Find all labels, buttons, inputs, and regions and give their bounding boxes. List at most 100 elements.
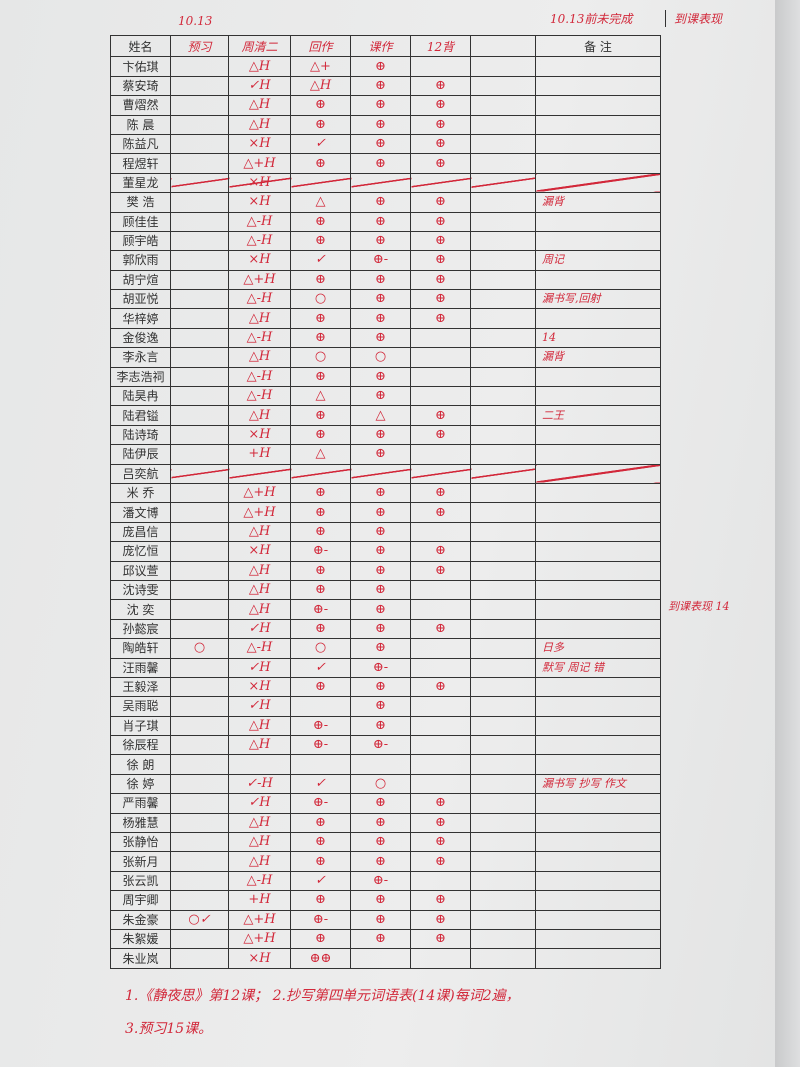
table-row: 张静怡 △H ⊕ ⊕ ⊕ <box>110 832 661 853</box>
review-mark: ✓ <box>290 773 351 795</box>
table-row: 徐 朗 <box>110 754 661 775</box>
preview-mark <box>170 541 229 562</box>
blank-cell <box>470 715 536 737</box>
remark <box>535 521 661 543</box>
classwork-mark: ⊕ <box>350 153 411 174</box>
blank-cell <box>470 657 536 678</box>
preview-mark <box>170 890 229 911</box>
blank-cell <box>470 114 536 135</box>
blank-cell <box>470 211 536 232</box>
weekly-mark: ✓H <box>228 696 291 717</box>
date-note: 10.13 <box>178 14 213 28</box>
student-name: 汪雨馨 <box>110 657 171 678</box>
classwork-mark: ⊕ <box>350 541 411 562</box>
paper-edge <box>775 0 800 1067</box>
table-row: 陆诗琦 ×H ⊕ ⊕ ⊕ <box>110 424 661 446</box>
remark <box>535 444 661 465</box>
recite-mark <box>410 735 471 756</box>
preview-mark <box>170 172 229 194</box>
blank-cell <box>470 366 536 388</box>
classwork-mark: ⊕ <box>350 715 411 737</box>
blank-cell <box>470 289 536 310</box>
review-mark <box>290 463 351 484</box>
blank-cell <box>470 192 536 213</box>
weekly-mark: △H <box>228 560 291 581</box>
review-mark: ⊕ <box>290 890 351 911</box>
weekly-mark: △-H <box>228 386 291 407</box>
student-name: 孙懿宸 <box>110 618 171 640</box>
review-mark: ⊕ <box>290 211 351 232</box>
blank-cell <box>470 482 536 504</box>
header-row: 姓名 预习 周清二 回作 课作 12背 备 注 <box>110 34 661 58</box>
preview-mark <box>170 444 229 465</box>
blank-cell <box>470 599 536 620</box>
remark: 14 <box>535 327 661 349</box>
review-mark: ✓ <box>290 657 351 678</box>
review-mark: ⊕ <box>290 308 351 329</box>
recite-mark: ⊕ <box>410 482 471 504</box>
blank-cell <box>470 754 536 775</box>
classwork-mark: ⊕ <box>350 676 411 698</box>
preview-mark <box>170 463 229 484</box>
preview-mark <box>170 948 229 969</box>
student-name: 张云凯 <box>110 870 171 892</box>
remark <box>535 482 661 504</box>
student-name: 华梓婷 <box>110 308 171 329</box>
remark <box>535 153 661 174</box>
weekly-mark: △H <box>228 405 291 426</box>
blank-cell <box>470 541 536 562</box>
blank-cell <box>470 230 536 252</box>
preview-mark <box>170 250 229 271</box>
blank-cell <box>470 560 536 581</box>
remark <box>535 269 661 291</box>
blank-cell <box>470 676 536 698</box>
preview-mark <box>170 754 229 775</box>
blank-cell <box>470 250 536 271</box>
blank-cell <box>470 773 536 795</box>
review-mark: ⊕⊕ <box>290 948 351 969</box>
recite-mark <box>410 347 471 368</box>
classwork-mark <box>350 754 411 775</box>
student-name: 樊 浩 <box>110 192 171 213</box>
remark <box>535 211 661 232</box>
classwork-mark: ⊕ <box>350 560 411 581</box>
review-mark: △ <box>290 386 351 407</box>
table-row: 陈益凡 ×H ✓ ⊕ ⊕ <box>110 133 661 155</box>
blank-cell <box>470 909 536 930</box>
student-name: 顾佳佳 <box>110 211 171 232</box>
preview-mark <box>170 405 229 426</box>
student-name: 陆昊冉 <box>110 386 171 407</box>
remark: 日多 <box>535 638 661 659</box>
remark <box>535 890 661 911</box>
recite-mark <box>410 599 471 620</box>
student-name: 张新月 <box>110 851 171 872</box>
recite-mark: ⊕ <box>410 308 471 329</box>
blank-cell <box>470 812 536 834</box>
student-name: 吕奕航 <box>110 463 171 484</box>
review-mark: ✓ <box>290 250 351 271</box>
classwork-mark: ⊕ <box>350 444 411 465</box>
table-row: 沈诗雯 △H ⊕ ⊕ <box>110 579 661 601</box>
remark <box>535 735 661 756</box>
weekly-mark: △+H <box>228 909 291 930</box>
classwork-mark: ⊕ <box>350 56 411 77</box>
remark <box>535 599 661 620</box>
footer-line-1: 1.《静夜思》第12课； 2.抄写第四单元词语表(14课)每词2遍， <box>125 988 520 1004</box>
preview-mark <box>170 366 229 388</box>
student-name: 陆君镒 <box>110 405 171 426</box>
blank-cell <box>470 153 536 174</box>
review-mark: ✓ <box>290 133 351 155</box>
classwork-mark: ⊕ <box>350 327 411 349</box>
student-name: 曹熠然 <box>110 95 171 116</box>
classwork-mark: ⊕- <box>350 657 411 678</box>
classwork-mark: ⊕ <box>350 638 411 659</box>
classwork-mark: ⊕ <box>350 832 411 853</box>
student-name: 郭欣雨 <box>110 250 171 271</box>
table-row: 徐辰程 △H ⊕- ⊕- <box>110 735 661 756</box>
classwork-mark: ⊕ <box>350 909 411 930</box>
blank-cell <box>470 56 536 77</box>
review-mark: ⊕ <box>290 812 351 834</box>
blank-cell <box>470 405 536 426</box>
table-row: 曹熠然 △H ⊕ ⊕ ⊕ <box>110 95 661 116</box>
blank-cell <box>470 133 536 155</box>
